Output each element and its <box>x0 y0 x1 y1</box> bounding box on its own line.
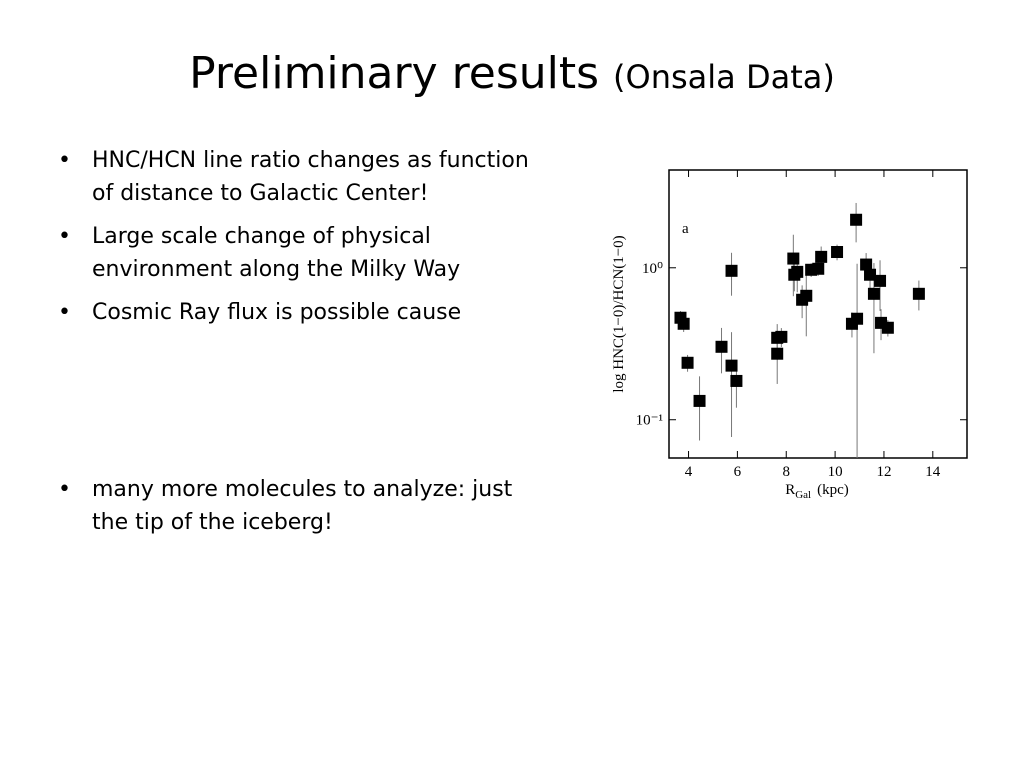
point <box>725 359 738 372</box>
point <box>864 268 877 281</box>
point <box>912 287 925 300</box>
x-label-sub: Gal <box>795 489 811 501</box>
plot-frame <box>668 169 968 459</box>
y-axis-label: log HNC(1−0)/HCN(1−0) <box>611 235 627 392</box>
point <box>681 356 694 369</box>
point <box>851 312 864 325</box>
bullet: Cosmic Ray flux is possible cause <box>56 296 536 329</box>
point <box>812 262 825 275</box>
point <box>860 258 873 271</box>
point <box>800 289 813 302</box>
point <box>831 246 844 259</box>
x-tick-label: 14 <box>925 464 941 480</box>
title-main: Preliminary results <box>189 48 600 99</box>
x-tick-label: 4 <box>685 464 693 480</box>
title-sub: (Onsala Data) <box>613 58 835 96</box>
point <box>693 394 706 407</box>
point <box>867 287 880 300</box>
slide-title: Preliminary results (Onsala Data) <box>0 48 1024 99</box>
point <box>715 340 728 353</box>
y-tick-label: 10⁻¹ <box>636 413 663 429</box>
point <box>881 321 894 334</box>
point <box>771 347 784 360</box>
bullet: Large scale change of physical environme… <box>56 220 536 286</box>
point <box>730 374 743 387</box>
point <box>791 265 804 278</box>
bullet-list: HNC/HCN line ratio changes as function o… <box>56 144 536 339</box>
annotation: a <box>682 221 689 237</box>
x-label-main: R <box>785 482 795 498</box>
point <box>677 317 690 330</box>
bullet: many more molecules to analyze: just the… <box>56 473 536 539</box>
point <box>725 264 738 277</box>
y-tick-label: 10⁰ <box>642 261 663 277</box>
point <box>775 330 788 343</box>
bullet-list: many more molecules to analyze: just the… <box>56 473 536 549</box>
bullet: HNC/HCN line ratio changes as function o… <box>56 144 536 210</box>
point <box>787 252 800 265</box>
point <box>815 250 828 263</box>
point <box>850 213 863 226</box>
x-tick-label: 12 <box>876 464 891 480</box>
x-tick-label: 6 <box>734 464 742 480</box>
x-tick-label: 8 <box>782 464 790 480</box>
x-axis-label: RGal (kpc) <box>785 482 849 501</box>
x-tick-label: 10 <box>828 464 843 480</box>
point <box>874 274 887 287</box>
x-label-unit: (kpc) <box>817 482 849 498</box>
